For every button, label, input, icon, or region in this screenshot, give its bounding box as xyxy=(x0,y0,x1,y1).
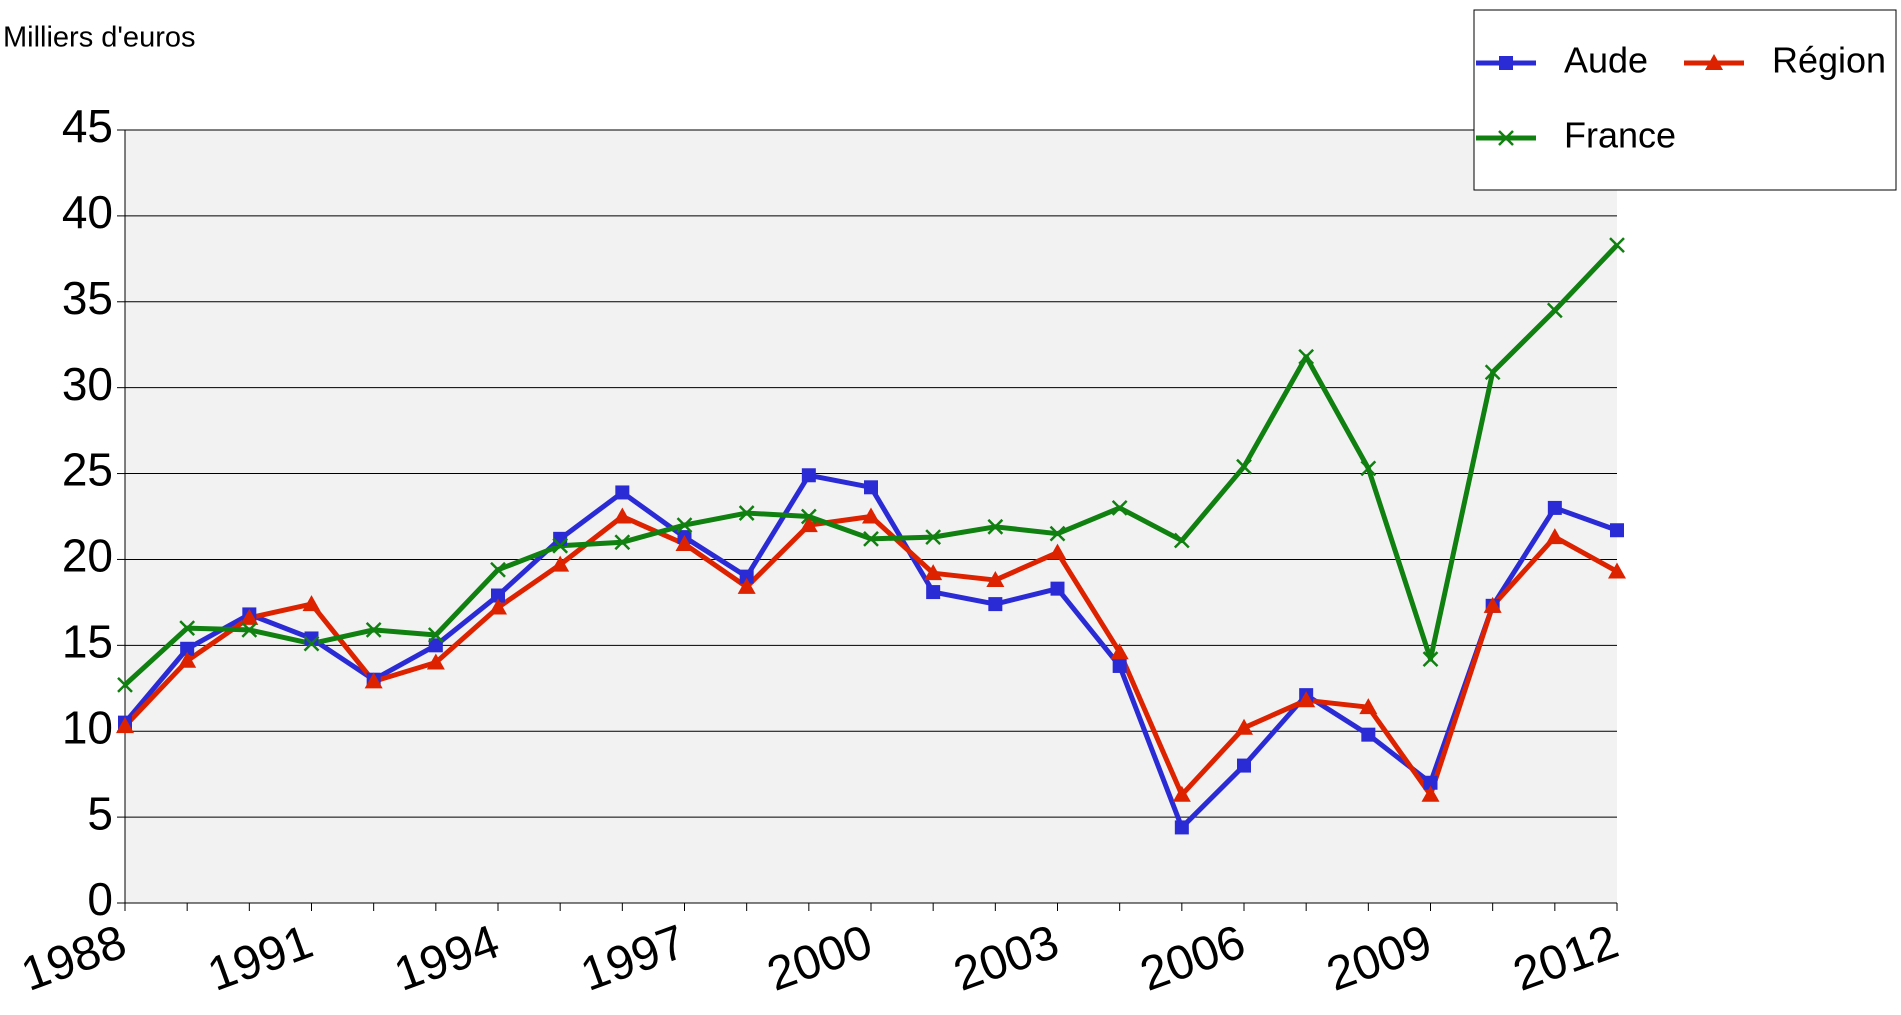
marker xyxy=(988,597,1003,612)
marker xyxy=(1361,727,1376,742)
marker xyxy=(1235,718,1253,735)
marker xyxy=(1545,528,1564,545)
marker xyxy=(1359,698,1378,715)
marker xyxy=(738,505,755,521)
y-tick-label: 45 xyxy=(62,100,113,152)
marker xyxy=(864,480,878,495)
x-tick-label: 1988 xyxy=(15,915,133,1001)
marker xyxy=(800,508,817,525)
marker xyxy=(491,588,505,603)
marker xyxy=(1360,460,1377,477)
y-tick-label: 15 xyxy=(62,615,113,667)
marker xyxy=(117,676,133,693)
y-tick-label: 25 xyxy=(62,444,113,496)
marker xyxy=(428,638,443,653)
marker xyxy=(924,564,943,581)
marker xyxy=(364,672,383,689)
x-tick-label: 2006 xyxy=(1134,915,1252,1001)
marker xyxy=(1705,54,1723,70)
x-tick-label: 1991 xyxy=(201,915,319,1001)
legend-label: Région xyxy=(1772,40,1886,81)
marker xyxy=(178,651,197,668)
marker xyxy=(551,555,570,572)
marker xyxy=(1423,775,1438,790)
marker xyxy=(180,641,195,656)
marker xyxy=(1236,458,1252,475)
marker xyxy=(1610,523,1624,538)
marker xyxy=(925,529,942,545)
marker xyxy=(1174,820,1189,835)
y-tick-label: 30 xyxy=(62,358,113,410)
marker xyxy=(489,598,507,615)
legend-box xyxy=(1473,9,1897,191)
marker xyxy=(553,531,568,546)
marker xyxy=(179,620,196,637)
y-tick-label: 40 xyxy=(62,186,113,238)
marker xyxy=(1237,758,1251,773)
y-tick-label: 10 xyxy=(62,701,113,753)
marker xyxy=(1111,500,1128,516)
y-tick-label: 35 xyxy=(62,272,113,324)
marker xyxy=(613,507,632,524)
marker xyxy=(1112,658,1127,673)
marker xyxy=(1546,302,1563,319)
marker xyxy=(1110,643,1129,660)
marker xyxy=(426,653,445,670)
marker xyxy=(1609,237,1625,253)
marker xyxy=(1049,525,1066,542)
marker xyxy=(1483,596,1502,613)
x-tick-label: 2003 xyxy=(947,915,1065,1001)
marker xyxy=(552,537,569,554)
marker xyxy=(926,585,941,600)
marker xyxy=(116,717,134,734)
marker xyxy=(614,534,631,551)
marker xyxy=(675,534,694,551)
marker xyxy=(1298,348,1315,365)
x-tick-label: 2000 xyxy=(761,915,879,1001)
marker xyxy=(1422,651,1439,667)
marker xyxy=(987,518,1004,535)
marker xyxy=(737,577,756,594)
marker xyxy=(739,569,754,584)
marker xyxy=(241,621,258,638)
marker xyxy=(365,621,382,638)
marker xyxy=(1608,562,1626,579)
marker xyxy=(304,631,319,646)
marker xyxy=(1173,532,1190,549)
marker xyxy=(240,608,259,625)
marker xyxy=(676,517,693,533)
marker xyxy=(1547,500,1562,515)
marker xyxy=(1048,543,1067,560)
marker xyxy=(862,507,880,524)
marker xyxy=(1172,785,1191,802)
marker xyxy=(1498,130,1514,146)
x-tick-label: 1994 xyxy=(388,915,506,1001)
marker xyxy=(1421,785,1440,802)
y-tick-label: 20 xyxy=(62,530,113,582)
legend-label: Aude xyxy=(1564,40,1648,81)
marker xyxy=(303,635,320,652)
marker xyxy=(302,595,321,612)
y-tick-label: 5 xyxy=(87,787,113,839)
legend-label: France xyxy=(1564,115,1676,156)
marker xyxy=(427,627,444,643)
marker xyxy=(986,571,1005,588)
marker xyxy=(490,561,506,578)
marker xyxy=(1050,581,1065,596)
marker xyxy=(1499,56,1513,70)
x-tick-label: 2009 xyxy=(1320,915,1438,1001)
marker xyxy=(801,468,816,483)
y-axis-label: Milliers d'euros xyxy=(3,22,195,54)
marker xyxy=(1297,691,1316,708)
y-tick-label: 0 xyxy=(87,873,113,925)
marker xyxy=(1484,364,1501,381)
x-tick-label: 1997 xyxy=(574,915,692,1001)
marker xyxy=(799,516,818,533)
marker xyxy=(863,530,879,547)
x-tick-label: 2012 xyxy=(1507,915,1625,1001)
marker xyxy=(615,485,630,500)
